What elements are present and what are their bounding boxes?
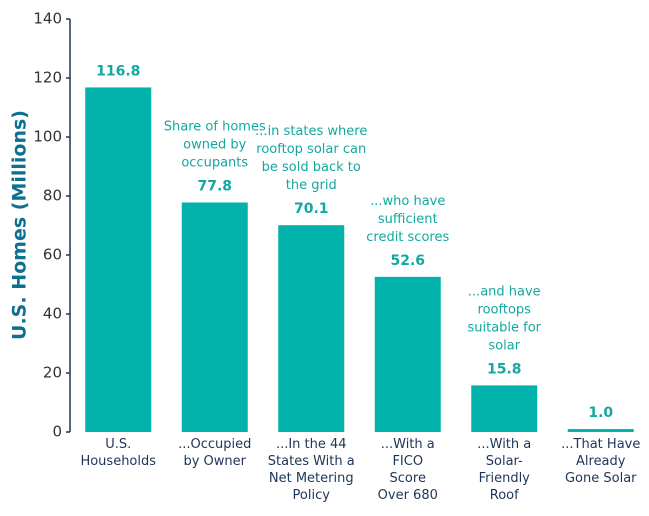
x-tick-label: U.S. Households bbox=[80, 437, 156, 469]
x-tick-label-line: ...That Have bbox=[561, 437, 640, 452]
annotation-line: occupants bbox=[181, 155, 248, 170]
annotation-line: owned by bbox=[183, 137, 246, 152]
bar bbox=[567, 429, 634, 432]
annotation-line: solar bbox=[488, 338, 520, 353]
y-tick-label: 20 bbox=[43, 364, 62, 382]
x-tick-label-line: by Owner bbox=[183, 454, 246, 469]
y-axis-label: U.S. Homes (Millions) bbox=[9, 110, 31, 340]
x-tick-label-line: U.S. bbox=[105, 437, 131, 452]
x-tick-label-line: Households bbox=[80, 454, 156, 469]
value-label: 77.8 bbox=[197, 178, 232, 194]
bar bbox=[181, 202, 248, 432]
annotation: ...who have sufficient credit scores bbox=[366, 193, 449, 244]
x-tick-label-line: ...Occupied bbox=[178, 437, 251, 452]
y-tick-label: 40 bbox=[43, 305, 62, 323]
annotation-line: suitable for bbox=[467, 320, 541, 335]
y-tick-label: 60 bbox=[43, 246, 62, 264]
y-tick-label: 80 bbox=[43, 187, 62, 205]
value-label: 116.8 bbox=[96, 63, 140, 79]
x-tick-label-line: Gone Solar bbox=[565, 471, 637, 486]
x-tick-label: ...Occupied by Owner bbox=[178, 437, 251, 469]
x-tick-label-line: Over 680 bbox=[378, 488, 438, 503]
x-tick-label-line: Score bbox=[390, 471, 426, 486]
annotation-line: Share of homes bbox=[164, 119, 266, 134]
bar bbox=[278, 225, 345, 432]
x-tick-label-line: FICO bbox=[392, 454, 423, 469]
value-label: 52.6 bbox=[390, 253, 425, 269]
annotation: ...in states where rooftop solar can be so… bbox=[255, 124, 367, 193]
annotation-line: rooftops bbox=[478, 302, 532, 317]
annotation-line: be sold back to bbox=[262, 160, 361, 175]
x-tick-label: ...That Have Already Gone Solar bbox=[561, 437, 640, 486]
x-tick-label-line: ...With a bbox=[381, 437, 435, 452]
x-tick-label-line: Solar- bbox=[486, 454, 523, 469]
x-tick-label-line: Friendly bbox=[479, 471, 531, 486]
y-tick-label: 0 bbox=[52, 423, 62, 441]
x-tick-label-line: ...In the 44 bbox=[276, 437, 347, 452]
x-tick-label-line: Roof bbox=[490, 488, 519, 503]
x-tick-label-line: States With a bbox=[268, 454, 355, 469]
x-tick-label-line: Already bbox=[576, 454, 626, 469]
value-label: 15.8 bbox=[487, 361, 522, 377]
annotation: Share of homes owned by occupants bbox=[164, 119, 266, 170]
x-tick-label: ...With a Solar- Friendly Roof bbox=[477, 437, 531, 503]
annotation: ...and have rooftops suitable for solar bbox=[467, 284, 541, 353]
annotation-line: ...in states where bbox=[255, 124, 367, 139]
annotation-line: sufficient bbox=[378, 211, 438, 226]
y-tick-label: 120 bbox=[33, 69, 62, 87]
x-tick-label: ...In the 44 States With a Net Metering Pol… bbox=[268, 437, 355, 503]
annotation-line: credit scores bbox=[366, 229, 449, 244]
x-tick-label-line: Net Metering bbox=[269, 471, 354, 486]
bar bbox=[374, 276, 441, 432]
x-tick-label: ...With a FICO Score Over 680 bbox=[378, 437, 438, 503]
x-tick-label-line: Policy bbox=[293, 488, 331, 503]
annotation-line: ...who have bbox=[370, 193, 445, 208]
value-label: 1.0 bbox=[588, 405, 613, 421]
bar bbox=[85, 87, 152, 432]
annotation-line: the grid bbox=[286, 178, 337, 193]
y-tick-label: 100 bbox=[33, 128, 62, 146]
annotation-line: rooftop solar can bbox=[256, 142, 366, 157]
x-tick-label-line: ...With a bbox=[477, 437, 531, 452]
y-tick-label: 140 bbox=[33, 10, 62, 28]
value-label: 70.1 bbox=[294, 201, 329, 217]
bar bbox=[471, 385, 538, 432]
annotation-line: ...and have bbox=[468, 284, 541, 299]
